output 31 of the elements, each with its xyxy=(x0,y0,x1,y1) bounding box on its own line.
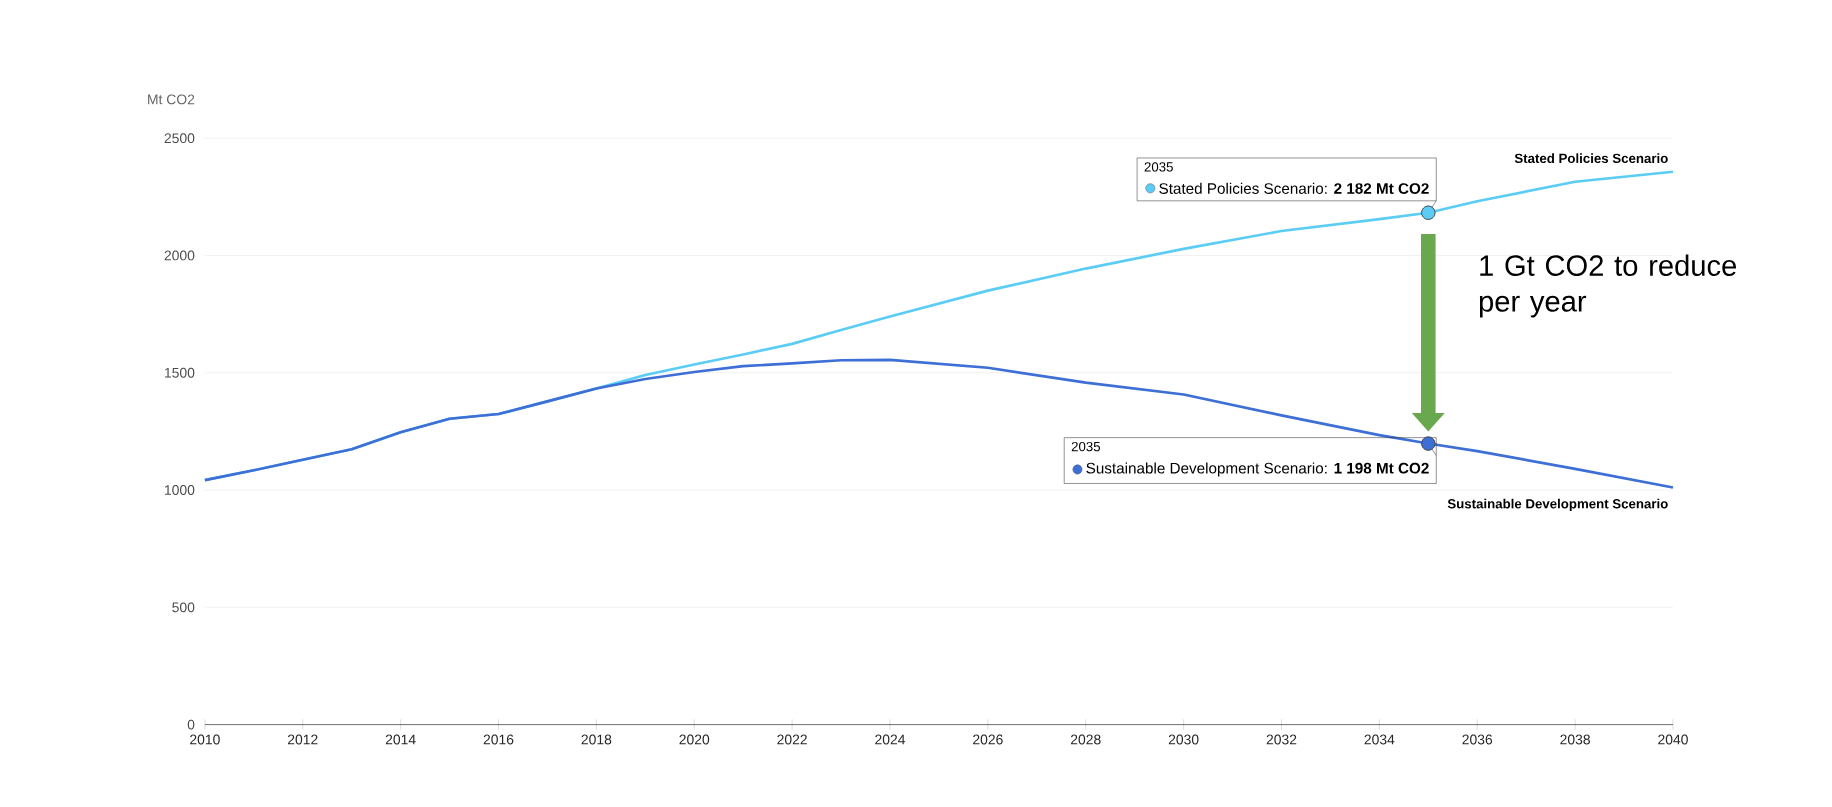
series-label: Sustainable Development Scenario xyxy=(1447,498,1668,512)
annotation: Stated Policies Scenario: 2 182 Mt CO2 xyxy=(1159,182,1429,194)
y-tick-label: 500 xyxy=(172,602,195,613)
x-tick-label: 2012 xyxy=(287,734,318,745)
annotation: 2035 xyxy=(1071,441,1101,452)
annotation: 1 Gt CO2 to reduce per year xyxy=(1479,254,1737,318)
x-tick-label: 2018 xyxy=(581,734,612,745)
x-tick-label: 2026 xyxy=(973,734,1003,745)
line-series xyxy=(203,358,1675,489)
y-tick-label: 1500 xyxy=(165,367,195,378)
annotation: Sustainable Development Scenario: 1 198 Mt CO2 xyxy=(1086,462,1429,477)
y-tick-label: 2500 xyxy=(164,133,195,144)
annotation: 2035 xyxy=(1144,162,1173,172)
x-tick-label: 2022 xyxy=(777,734,807,745)
x-tick-label: 2010 xyxy=(190,734,220,745)
x-tick-label: 2032 xyxy=(1266,734,1297,745)
y-axis-title: Mt CO2 xyxy=(148,94,195,105)
x-tick-label: 2014 xyxy=(385,734,416,745)
x-tick-label: 2024 xyxy=(875,734,906,745)
x-tick-label: 2016 xyxy=(483,734,514,745)
x-tick-label: 2030 xyxy=(1168,734,1199,745)
y-tick-label: 1000 xyxy=(165,485,195,495)
x-tick-label: 2028 xyxy=(1070,734,1101,745)
x-tick-label: 2034 xyxy=(1364,734,1395,745)
y-tick-label: 2000 xyxy=(164,250,195,261)
series-label: Stated Policies Scenario xyxy=(1514,153,1668,163)
x-tick-label: 2036 xyxy=(1462,734,1493,745)
y-tick-label: 0 xyxy=(187,719,195,730)
x-tick-label: 2040 xyxy=(1658,734,1688,745)
x-tick-label: 2038 xyxy=(1560,734,1590,745)
x-tick-label: 2020 xyxy=(679,734,710,745)
